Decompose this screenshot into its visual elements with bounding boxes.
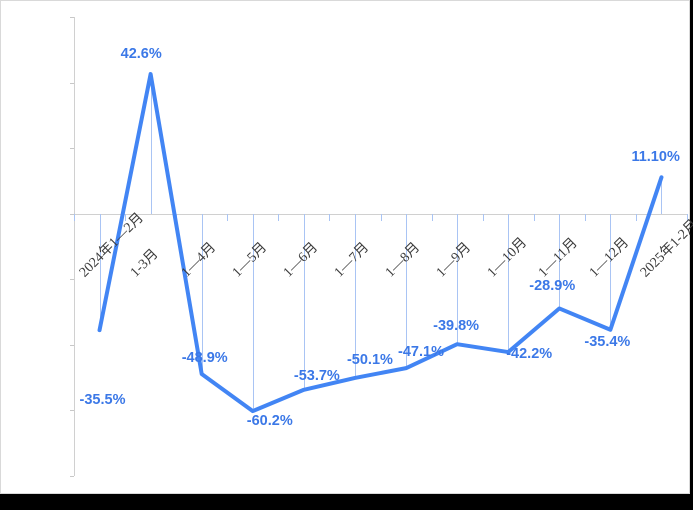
y-axis-line bbox=[74, 17, 75, 476]
data-label: -47.1% bbox=[398, 344, 444, 361]
y-tick-mark bbox=[70, 476, 74, 477]
data-label: -35.5% bbox=[79, 392, 126, 409]
x-tick-mark bbox=[227, 213, 229, 221]
y-tick-mark bbox=[70, 17, 74, 18]
drop-line bbox=[661, 177, 663, 214]
data-label: -53.7% bbox=[293, 367, 340, 384]
data-label: -50.1% bbox=[346, 351, 393, 368]
data-label: -35.4% bbox=[584, 333, 631, 350]
x-tick-mark bbox=[125, 213, 127, 221]
drop-line bbox=[508, 213, 510, 353]
data-label: 42.6% bbox=[120, 46, 162, 63]
series-line bbox=[97, 72, 664, 414]
x-tick-mark bbox=[584, 213, 586, 221]
drop-line bbox=[303, 213, 305, 390]
drop-line bbox=[610, 213, 612, 330]
drop-line bbox=[150, 74, 152, 214]
data-label: 11.10% bbox=[631, 149, 680, 166]
x-tick-mark bbox=[74, 213, 75, 221]
drop-line bbox=[354, 213, 356, 378]
drop-line bbox=[406, 213, 408, 369]
data-label: -60.2% bbox=[246, 413, 293, 430]
y-tick-mark bbox=[70, 148, 74, 150]
x-tick-mark bbox=[380, 213, 382, 221]
plot-area: 60.0%40.0%20.0%0.0%-20.0%-40.0%-60.0%-80… bbox=[70, 17, 693, 477]
drop-line bbox=[252, 213, 254, 412]
drop-line bbox=[201, 213, 203, 375]
y-tick-mark bbox=[70, 82, 74, 84]
y-tick-mark bbox=[70, 344, 74, 346]
drop-line bbox=[559, 213, 561, 309]
x-tick-mark bbox=[329, 213, 331, 221]
x-tick-mark bbox=[635, 213, 637, 221]
x-tick-mark bbox=[482, 213, 484, 221]
data-label: -48.9% bbox=[181, 350, 228, 367]
y-tick-mark bbox=[70, 279, 74, 281]
drop-line bbox=[99, 213, 101, 331]
data-label: -39.8% bbox=[433, 318, 480, 335]
x-tick-mark bbox=[431, 213, 433, 221]
y-tick-mark bbox=[70, 213, 74, 215]
bottom-bar bbox=[0, 495, 693, 510]
x-tick-mark bbox=[533, 213, 535, 221]
drop-line bbox=[457, 213, 459, 345]
x-tick-mark bbox=[687, 213, 688, 221]
data-label: -42.2% bbox=[506, 346, 553, 363]
chart-frame: 60.0%40.0%20.0%0.0%-20.0%-40.0%-60.0%-80… bbox=[0, 0, 693, 494]
x-tick-mark bbox=[278, 213, 280, 221]
data-label: -28.9% bbox=[529, 278, 576, 295]
y-tick-mark bbox=[70, 410, 74, 412]
